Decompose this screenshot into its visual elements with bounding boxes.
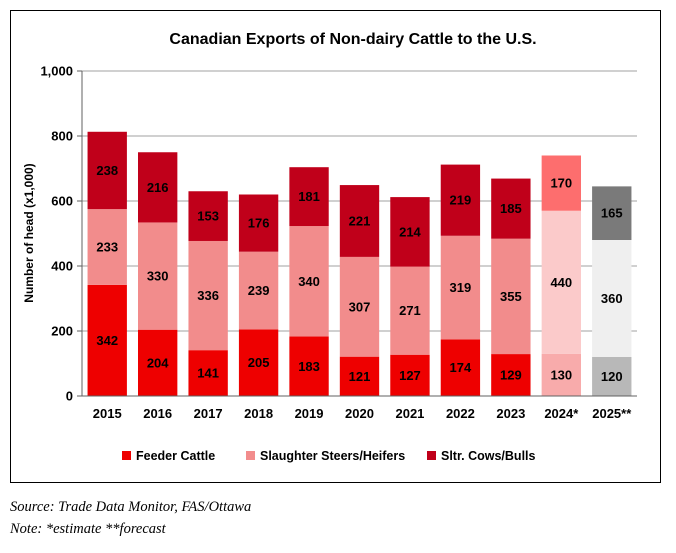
bar-segment xyxy=(592,357,632,396)
y-tick-label: 400 xyxy=(51,259,73,274)
bar-segment xyxy=(289,226,329,337)
data-label: 336 xyxy=(197,288,219,303)
data-label: 205 xyxy=(248,355,270,370)
legend-swatch xyxy=(122,451,131,460)
data-label: 141 xyxy=(197,366,219,381)
legend-swatch xyxy=(427,451,436,460)
bar-segment xyxy=(390,354,430,396)
stacked-bar-chart: Canadian Exports of Non-dairy Cattle to … xyxy=(22,31,637,463)
data-label: 271 xyxy=(399,303,421,318)
data-label: 214 xyxy=(399,224,421,239)
bar-segment xyxy=(188,191,228,241)
data-label: 183 xyxy=(298,359,320,374)
data-label: 120 xyxy=(601,369,623,384)
y-axis-ticks: 0 200 400 600 800 1,000 xyxy=(40,64,73,404)
bar-segment xyxy=(592,240,632,357)
y-tick-label: 1,000 xyxy=(40,64,73,79)
data-label: 221 xyxy=(349,213,371,228)
bar-segment xyxy=(440,164,481,236)
x-tick-label: 2020 xyxy=(345,406,374,421)
bar-segment xyxy=(87,131,127,210)
data-label: 330 xyxy=(147,269,169,284)
bar-segment xyxy=(138,222,178,330)
legend-entry: Feeder Cattle xyxy=(136,449,215,463)
data-label: 185 xyxy=(500,201,522,216)
data-label: 355 xyxy=(500,289,522,304)
bar-segment xyxy=(238,194,279,252)
bar-segment xyxy=(390,197,430,267)
data-label: 127 xyxy=(399,368,421,383)
bar-segment xyxy=(339,256,380,357)
bar-segment xyxy=(390,266,430,355)
x-tick-label: 2025** xyxy=(592,406,632,421)
data-label: 238 xyxy=(96,163,118,178)
data-label: 340 xyxy=(298,274,320,289)
x-tick-label: 2017 xyxy=(194,406,223,421)
bar-segment xyxy=(87,284,127,396)
y-tick-label: 0 xyxy=(66,389,73,404)
bar-segment xyxy=(188,240,228,351)
x-tick-label: 2023 xyxy=(496,406,525,421)
bar-segment xyxy=(541,353,581,396)
data-label: 342 xyxy=(96,333,118,348)
data-label: 129 xyxy=(500,368,522,383)
bar-segment xyxy=(440,339,481,396)
data-label: 165 xyxy=(601,206,623,221)
data-label: 216 xyxy=(147,180,169,195)
bar-segment xyxy=(339,356,380,396)
bar-segment xyxy=(188,350,228,396)
data-label: 174 xyxy=(450,360,472,375)
axes xyxy=(81,71,637,397)
bar-segment xyxy=(138,329,178,396)
bar-segment xyxy=(592,186,632,240)
legend-swatch xyxy=(246,451,255,460)
data-label: 239 xyxy=(248,283,270,298)
data-label: 307 xyxy=(349,299,371,314)
data-label: 233 xyxy=(96,239,118,254)
data-label: 176 xyxy=(248,216,270,231)
x-tick-label: 2018 xyxy=(244,406,273,421)
data-label: 153 xyxy=(197,209,219,224)
x-axis-ticks: 2015 2016 2017 2018 2019 2020 2021 2022 2023 2024… xyxy=(93,406,632,421)
x-tick-label: 2019 xyxy=(295,406,324,421)
bar-segment xyxy=(339,185,380,257)
data-label: 170 xyxy=(550,176,572,191)
legend-entry: Slaughter Steers/Heifers xyxy=(260,449,405,463)
x-tick-label: 2021 xyxy=(395,406,424,421)
bar-segment xyxy=(289,167,329,227)
bar-segment xyxy=(238,329,279,396)
data-label: 181 xyxy=(298,189,320,204)
x-tick-label: 2016 xyxy=(143,406,172,421)
bar-segment xyxy=(541,155,581,211)
bar-segment xyxy=(491,354,531,396)
y-axis-label: Number of head (x1,000) xyxy=(22,163,36,302)
estimate-note: Note: *estimate **forecast xyxy=(10,521,166,537)
bar-segment xyxy=(238,251,279,330)
bar-segment xyxy=(289,336,329,396)
x-tick-label: 2024* xyxy=(544,406,579,421)
data-label: 360 xyxy=(601,291,623,306)
y-tick-label: 600 xyxy=(51,194,73,209)
bar-segment xyxy=(138,152,178,223)
y-tick-label: 800 xyxy=(51,129,73,144)
x-tick-label: 2022 xyxy=(446,406,475,421)
data-label: 219 xyxy=(450,193,472,208)
data-label: 130 xyxy=(550,367,572,382)
x-tick-label: 2015 xyxy=(93,406,122,421)
bar-segment xyxy=(440,235,481,340)
data-label: 121 xyxy=(349,369,371,384)
data-label: 319 xyxy=(450,280,472,295)
bar-segment xyxy=(491,238,531,355)
legend-entry: Sltr. Cows/Bulls xyxy=(441,449,536,463)
source-note: Source: Trade Data Monitor, FAS/Ottawa xyxy=(10,499,252,515)
chart-title: Canadian Exports of Non-dairy Cattle to … xyxy=(169,31,536,48)
data-label: 204 xyxy=(147,355,169,370)
bar-segment xyxy=(87,209,127,285)
bar-segment xyxy=(541,210,581,354)
bars: 342 233 238 204 330 216 141 336 153 205 239 176 183 3… xyxy=(87,131,632,396)
bar-segment xyxy=(491,178,531,239)
legend: Feeder Cattle Slaughter Steers/Heifers Slt… xyxy=(122,449,536,463)
data-label: 440 xyxy=(550,275,572,290)
y-tick-label: 200 xyxy=(51,324,73,339)
